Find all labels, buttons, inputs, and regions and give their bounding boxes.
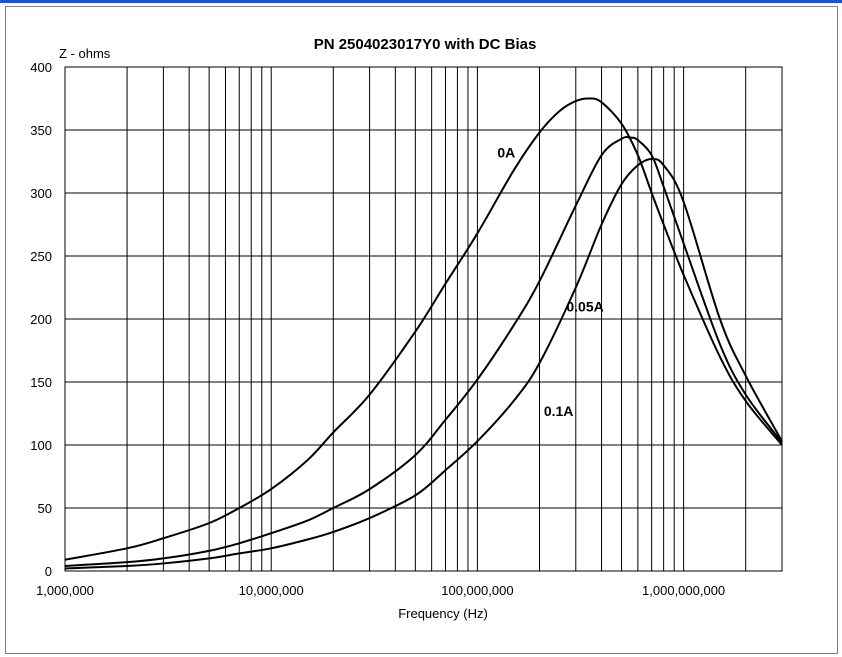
- y-tick-label: 50: [38, 501, 52, 516]
- x-tick-label: 100,000,000: [441, 583, 513, 598]
- series-label-3: 0.1A: [544, 403, 574, 419]
- series-annotations: 0A 0.05A 0.1A: [497, 145, 603, 419]
- y-tick-label: 250: [30, 249, 52, 264]
- x-axis-label: Frequency (Hz): [398, 606, 488, 621]
- series-line-2: [64, 136, 783, 567]
- y-tick-labels: 0 50 100 150 200 250 300 350 400: [30, 60, 52, 579]
- chart-area: [5, 6, 838, 654]
- y-axis-label: Z - ohms: [59, 46, 111, 61]
- y-tick-label: 350: [30, 123, 52, 138]
- series-line-3: [64, 157, 783, 570]
- series-lines: [64, 97, 783, 570]
- x-tick-label: 10,000,000: [239, 583, 304, 598]
- y-tick-label: 200: [30, 312, 52, 327]
- x-tick-labels: 1,000,000 10,000,000 100,000,000 1,000,000,…: [36, 583, 725, 598]
- y-tick-label: 300: [30, 186, 52, 201]
- series-label-1: 0A: [497, 145, 515, 161]
- chart-title: PN 2504023017Y0 with DC Bias: [314, 36, 537, 53]
- x-tick-label: 1,000,000,000: [642, 583, 725, 598]
- x-tick-label: 1,000,000: [36, 583, 94, 598]
- y-tick-label: 400: [30, 60, 52, 75]
- series-label-2: 0.05A: [566, 298, 603, 314]
- top-rule: [0, 0, 842, 3]
- y-tick-label: 0: [45, 564, 52, 579]
- plot-border: [64, 66, 783, 572]
- series-line-1: [64, 97, 783, 561]
- y-tick-label: 150: [30, 375, 52, 390]
- y-tick-label: 100: [30, 438, 52, 453]
